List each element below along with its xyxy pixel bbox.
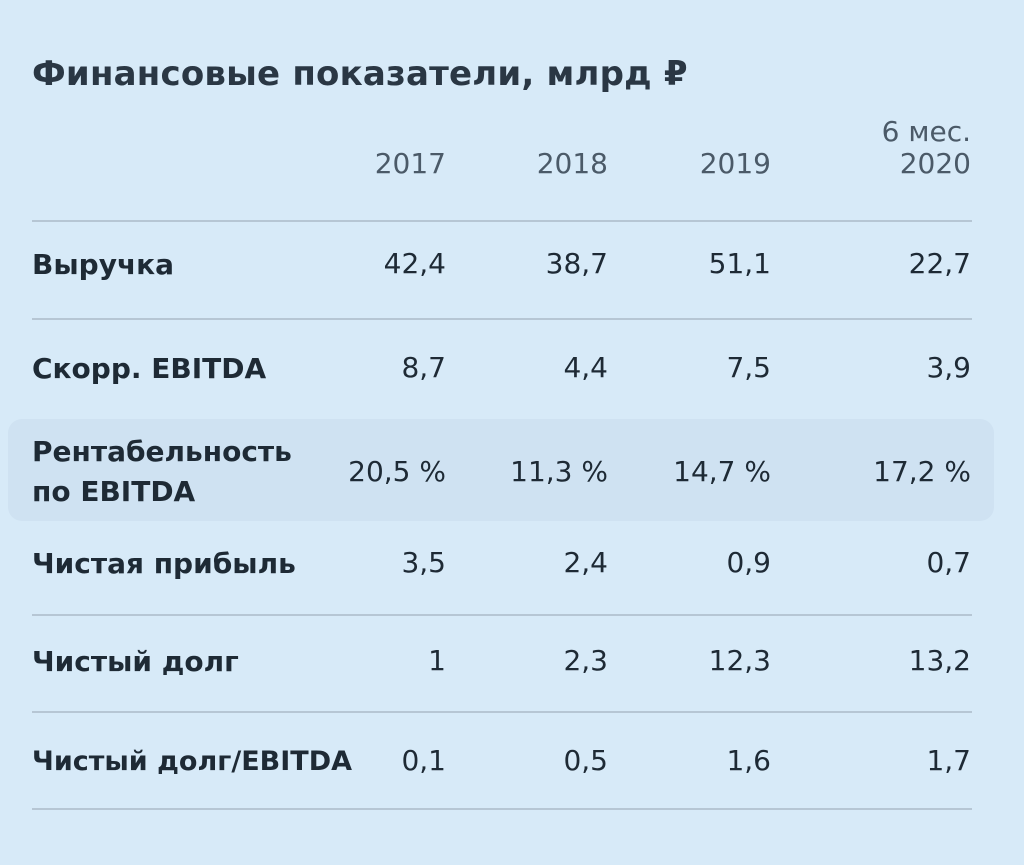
column-header-label: 2020 — [899, 147, 971, 180]
table-cell: 12,3 — [708, 644, 771, 677]
highlight-row-background — [8, 419, 994, 521]
column-header-sublabel: 6 мес. — [881, 115, 971, 148]
row-label-line: по EBITDA — [32, 475, 196, 508]
row-label: Чистая прибыль — [32, 547, 296, 580]
table-cell: 17,2 % — [873, 455, 971, 488]
table-cell: 20,5 % — [348, 455, 446, 488]
table-cell: 42,4 — [383, 247, 446, 280]
table-cell: 22,7 — [908, 247, 971, 280]
row-label: Чистый долг/EBITDA — [32, 746, 353, 777]
table-cell: 0,1 — [401, 744, 446, 777]
table-cell: 1,7 — [926, 744, 971, 777]
column-header-label: 2017 — [374, 147, 446, 180]
table-cell: 0,5 — [563, 744, 608, 777]
table-cell: 2,3 — [563, 644, 608, 677]
table-cell: 13,2 — [908, 644, 971, 677]
row-label: Скорр. EBITDA — [32, 352, 267, 385]
table-cell: 1 — [428, 644, 446, 677]
table-cell: 8,7 — [401, 351, 446, 384]
table-divider — [32, 614, 972, 616]
column-header-2019: 2019 — [700, 148, 771, 180]
table-cell: 38,7 — [545, 247, 608, 280]
table-cell: 0,7 — [926, 546, 971, 579]
table-divider — [32, 318, 972, 320]
row-label: Чистый долг — [32, 645, 239, 678]
table-cell: 14,7 % — [673, 455, 771, 488]
table-cell: 51,1 — [708, 247, 771, 280]
column-header-label: 2019 — [699, 147, 771, 180]
table-cell: 3,9 — [926, 351, 971, 384]
table-cell: 7,5 — [726, 351, 771, 384]
column-header-label: 2018 — [536, 147, 608, 180]
column-header-2020: 6 мес. 2020 — [882, 116, 971, 180]
row-label: Рентабельность по EBITDA — [32, 434, 292, 510]
table-cell: 11,3 % — [510, 455, 608, 488]
table-cell: 4,4 — [563, 351, 608, 384]
column-header-2018: 2018 — [537, 148, 608, 180]
table-cell: 3,5 — [401, 546, 446, 579]
table-divider — [32, 220, 972, 222]
table-cell: 0,9 — [726, 546, 771, 579]
page-title: Финансовые показатели, млрд ₽ — [32, 54, 688, 94]
table-cell: 1,6 — [726, 744, 771, 777]
row-label-line: Рентабельность — [32, 435, 292, 468]
table-cell: 2,4 — [563, 546, 608, 579]
table-divider — [32, 808, 972, 810]
column-header-2017: 2017 — [375, 148, 446, 180]
table-divider — [32, 711, 972, 713]
row-label: Выручка — [32, 248, 175, 281]
